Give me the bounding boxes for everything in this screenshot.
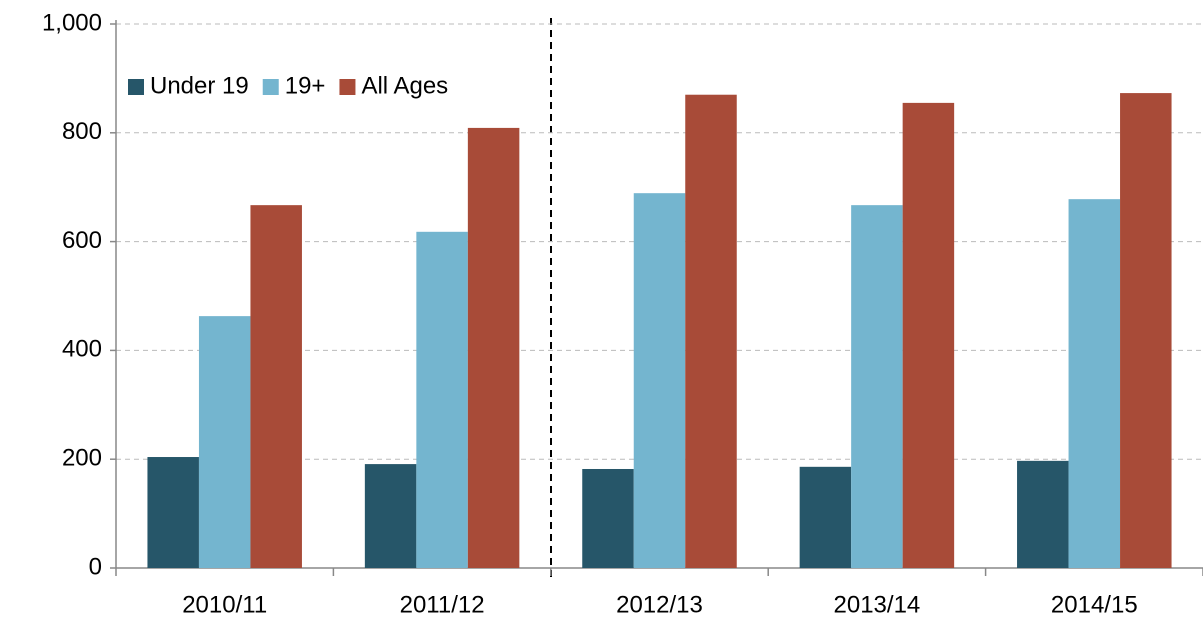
y-tick-label: 0 (89, 553, 102, 580)
bar (364, 464, 417, 568)
y-tick-label: 400 (62, 336, 102, 363)
x-tick-label: 2012/13 (616, 591, 703, 618)
x-tick-label: 2011/12 (400, 591, 485, 618)
y-tick-label: 600 (62, 227, 102, 254)
y-tick-label: 800 (62, 118, 102, 145)
legend-label: All Ages (361, 72, 448, 99)
bar (147, 457, 199, 568)
bar (582, 468, 634, 568)
y-tick-label: 200 (62, 445, 102, 472)
legend-swatch (128, 79, 144, 95)
legend-swatch (262, 79, 279, 95)
bar (1017, 460, 1069, 568)
bar (902, 102, 955, 568)
bar (416, 231, 468, 569)
y-tick-label: 1,000 (42, 9, 102, 36)
legend-label: Under 19 (150, 72, 249, 99)
bar (1068, 199, 1121, 568)
x-tick-label: 2010/11 (182, 591, 267, 618)
bar (198, 316, 251, 568)
legend-label: 19+ (285, 72, 326, 99)
legend-swatch (339, 79, 356, 95)
bar (467, 127, 520, 569)
x-tick-label: 2013/14 (834, 591, 921, 618)
bar (1120, 93, 1172, 568)
bar (799, 466, 852, 568)
bar (851, 205, 903, 569)
bar (633, 193, 686, 568)
bar (685, 94, 737, 568)
bar (250, 205, 302, 569)
x-tick-label: 2014/15 (1051, 591, 1138, 618)
